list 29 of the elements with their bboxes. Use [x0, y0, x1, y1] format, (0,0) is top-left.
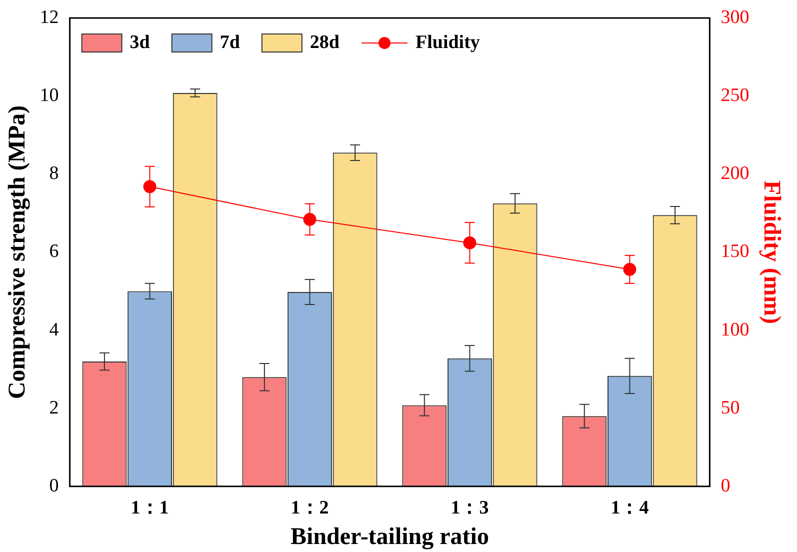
legend-label: Fluidity — [416, 32, 480, 53]
legend-label: 3d — [130, 32, 150, 53]
x-axis-title: Binder-tailing ratio — [290, 524, 489, 550]
y-tick-label: 4 — [49, 319, 60, 340]
point — [143, 180, 156, 194]
y-tick-label: 8 — [49, 163, 59, 184]
y-tick-label: 6 — [49, 241, 59, 262]
x-tick-label: 1：1 — [130, 498, 169, 519]
y2-tick-label: 250 — [720, 85, 750, 106]
point — [303, 212, 316, 226]
y2-tick-label: 100 — [720, 319, 750, 340]
y-tick-label: 12 — [40, 6, 59, 28]
x-tick-label: 1：3 — [450, 498, 489, 519]
y2-tick-label: 300 — [720, 6, 750, 28]
legend-label: 28d — [310, 32, 340, 53]
x-tick-label: 1：4 — [610, 498, 650, 519]
y2-tick-label: 200 — [720, 163, 750, 184]
y-axis-title: Compressive strength (MPa) — [4, 105, 31, 400]
y-tick-label: 10 — [40, 85, 59, 106]
y-tick-label: 0 — [49, 475, 59, 496]
y2-axis-title: Fluidity (mm) — [758, 180, 784, 324]
point — [623, 262, 636, 276]
y2-tick-label: 0 — [720, 475, 730, 496]
y2-tick-label: 150 — [720, 241, 750, 262]
x-tick-label: 1：2 — [290, 498, 329, 519]
y-tick-label: 2 — [49, 397, 59, 418]
y2-tick-label: 50 — [720, 397, 740, 418]
legend-label: 7d — [220, 32, 240, 53]
point — [463, 236, 476, 250]
